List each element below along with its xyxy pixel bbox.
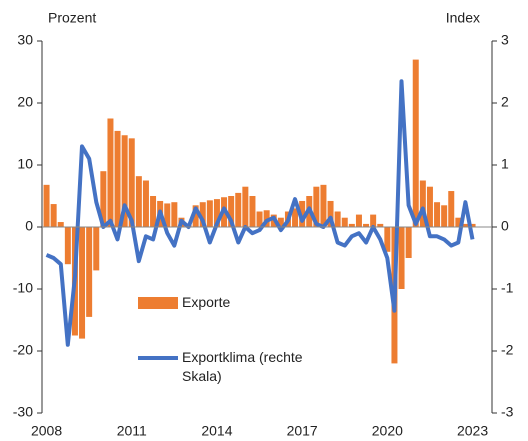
bar [334,211,341,227]
y2-tick-label: 1 [501,156,509,172]
y-tick-label: 0 [25,218,33,234]
bar [86,227,93,317]
y2-tick-label: 2 [501,94,509,110]
y-tick-label: -30 [13,404,33,420]
bar [242,186,249,227]
bar [199,202,206,227]
y2-axis-label: Index [446,10,480,26]
legend-item: Exportklima (rechte Skala) [182,349,303,384]
bar [469,223,476,227]
bar [150,196,157,227]
bar [405,227,412,258]
bar [320,184,327,227]
x-tick-label: 2020 [372,423,403,439]
x-tick-label: 2017 [287,423,318,439]
y2-tick-label: 3 [501,32,509,48]
x-tick-label: 2011 [117,423,147,439]
bar [434,202,441,227]
line [45,79,475,347]
bar [164,203,171,227]
bar [398,227,405,289]
x-tick-label: 2014 [201,423,232,439]
bar [419,180,426,227]
bar [348,223,355,227]
bar [114,130,121,227]
bar [370,214,377,227]
y-tick-label: 20 [17,94,33,110]
bar [448,191,455,227]
bar [249,196,256,227]
bar [462,223,469,227]
y-tick-label: -20 [13,342,33,358]
bar [292,208,299,227]
bar [79,227,86,339]
bar [213,199,220,227]
bar [192,205,199,227]
bar [277,217,284,227]
bar [128,138,135,227]
bar [171,202,178,227]
bar [355,214,362,227]
bar [64,227,71,265]
bar [206,200,213,227]
y-tick-label: 10 [17,156,33,172]
bar [412,59,419,227]
bar [107,118,114,227]
bar [57,222,64,227]
y-tick-label: 30 [17,32,33,48]
bar [121,135,128,227]
bar [313,186,320,227]
bar [43,184,50,227]
legend-label: Exportklima (rechte Skala) [182,349,303,384]
bar [256,211,263,227]
bar [299,200,306,227]
bar [93,227,100,271]
bar [341,217,348,227]
bar [441,205,448,227]
bar [135,176,142,227]
y-tick-label: -10 [13,280,33,296]
legend-item: Exporte [182,294,231,310]
bar [327,200,334,227]
bar [426,186,433,227]
bar [363,223,370,227]
bar [384,227,391,252]
bar [50,204,57,227]
bar [100,171,107,227]
legend-swatch [138,297,178,309]
y2-tick-label: -2 [501,342,514,358]
legend-label: Exporte [182,294,231,310]
y2-tick-label: -3 [501,404,514,420]
y-axis-label: Prozent [48,10,96,26]
bar [142,180,149,227]
x-tick-label: 2008 [31,423,62,439]
bar [377,223,384,227]
y2-tick-label: -1 [501,280,514,296]
bar [455,217,462,227]
x-tick-label: 2023 [457,423,488,439]
y2-tick-label: 0 [501,218,509,234]
bar [235,192,242,227]
bar [228,196,235,227]
